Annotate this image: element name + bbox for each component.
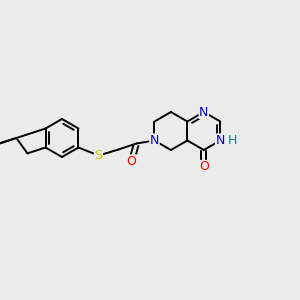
Text: N: N: [216, 134, 225, 147]
Text: H: H: [228, 134, 237, 147]
Text: O: O: [199, 160, 209, 173]
Text: S: S: [94, 149, 103, 162]
Text: O: O: [127, 155, 136, 168]
Text: N: N: [150, 134, 159, 147]
Text: N: N: [199, 106, 208, 118]
